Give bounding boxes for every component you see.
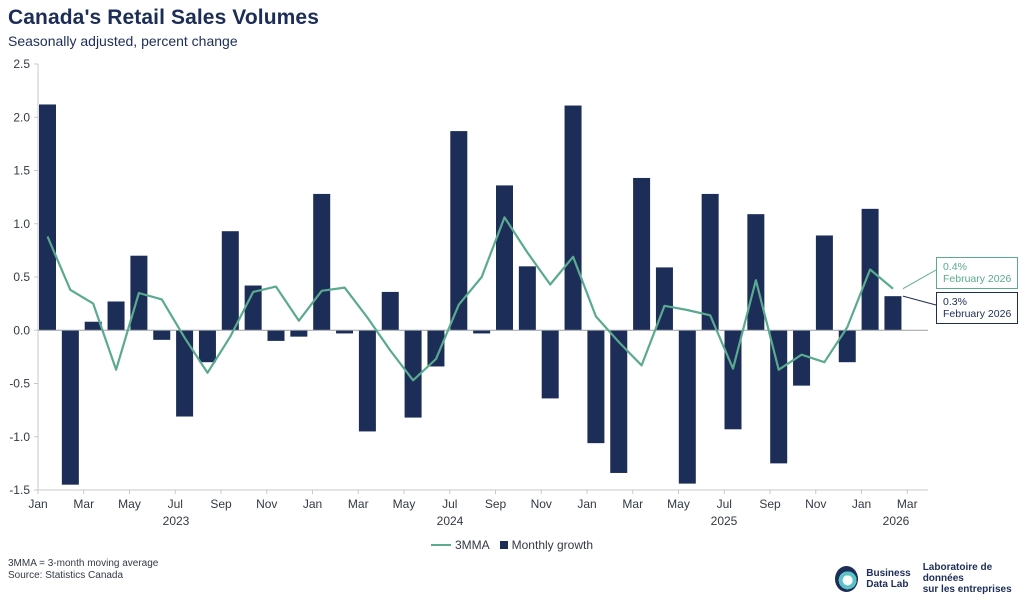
bar bbox=[747, 214, 765, 331]
bar bbox=[176, 330, 194, 417]
chart-legend: 3MMA Monthly growth bbox=[0, 538, 1024, 552]
x-tick-label: Mar bbox=[348, 497, 369, 511]
bar bbox=[564, 105, 582, 331]
x-year-label: 2024 bbox=[437, 514, 464, 528]
bar bbox=[838, 330, 856, 363]
x-tick-label: Nov bbox=[805, 497, 826, 511]
bar bbox=[153, 330, 171, 340]
bar bbox=[496, 185, 513, 331]
callout-3mma-period: February 2026 bbox=[943, 273, 1012, 285]
logo-fr-line1: Laboratoire de données bbox=[922, 562, 993, 584]
x-tick-label: Jul bbox=[717, 497, 732, 511]
y-tick-label: -1.5 bbox=[9, 483, 30, 497]
x-tick-label: Jan bbox=[577, 497, 596, 511]
legend-item-monthly-growth: Monthly growth bbox=[499, 538, 594, 552]
callout-3mma: 0.4% February 2026 bbox=[936, 257, 1019, 289]
bar bbox=[290, 330, 308, 337]
logo-text-fr: Laboratoire de données sur les entrepris… bbox=[923, 562, 1024, 595]
bar bbox=[61, 330, 79, 485]
legend-label-3mma: 3MMA bbox=[454, 538, 490, 552]
bar bbox=[358, 330, 376, 432]
chart-subtitle: Seasonally adjusted, percent change bbox=[8, 33, 238, 49]
bar bbox=[381, 291, 399, 331]
y-tick-label: 1.0 bbox=[13, 217, 30, 231]
bar bbox=[541, 330, 559, 399]
x-tick-label: Mar bbox=[897, 497, 918, 511]
bar bbox=[884, 296, 902, 331]
bar bbox=[313, 193, 331, 331]
logo-en-line1: Business bbox=[866, 567, 911, 579]
bar bbox=[244, 285, 262, 331]
callout-3mma-value: 0.4% bbox=[943, 261, 967, 273]
x-year-label: 2026 bbox=[883, 514, 910, 528]
bar bbox=[404, 330, 422, 418]
x-year-label: 2023 bbox=[163, 514, 190, 528]
logo-en-line2: Data Lab bbox=[866, 578, 909, 590]
callout-connector-3mma bbox=[902, 269, 937, 290]
x-tick-label: Jan bbox=[303, 497, 322, 511]
legend-label-monthly-growth: Monthly growth bbox=[511, 538, 594, 552]
x-tick-label: May bbox=[118, 497, 141, 511]
x-tick-label: Jan bbox=[852, 497, 871, 511]
callout-connector-bar bbox=[902, 295, 937, 306]
y-tick-label: 2.0 bbox=[13, 110, 30, 124]
logo-text-en: Business Data Lab bbox=[866, 568, 910, 590]
bar bbox=[610, 330, 628, 473]
callout-monthly-growth-period: February 2026 bbox=[943, 308, 1012, 320]
bar bbox=[107, 301, 125, 331]
x-tick-label: Nov bbox=[531, 497, 552, 511]
legend-bar-swatch bbox=[499, 541, 508, 549]
x-tick-label: Jan bbox=[28, 497, 47, 511]
x-tick-label: May bbox=[667, 497, 690, 511]
chart-title: Canada's Retail Sales Volumes bbox=[8, 6, 319, 29]
logo-ring-icon bbox=[835, 565, 859, 592]
callout-monthly-growth: 0.3% February 2026 bbox=[936, 292, 1019, 324]
logo-fr-line2: sur les entreprises bbox=[922, 584, 1012, 595]
x-tick-label: Jul bbox=[168, 497, 183, 511]
y-tick-label: -0.5 bbox=[9, 377, 30, 391]
x-tick-label: Sep bbox=[485, 497, 507, 511]
bar bbox=[770, 330, 788, 464]
bar bbox=[198, 330, 216, 363]
bar bbox=[793, 330, 811, 386]
x-tick-label: Jul bbox=[442, 497, 457, 511]
legend-item-3mma: 3MMA bbox=[430, 538, 490, 552]
x-tick-label: Nov bbox=[256, 497, 277, 511]
footer-notes: 3MMA = 3-month moving average Source: St… bbox=[8, 558, 158, 582]
bar bbox=[39, 104, 56, 331]
bar bbox=[587, 330, 605, 444]
legend-line-swatch bbox=[430, 544, 451, 546]
footer-note: 3MMA = 3-month moving average bbox=[8, 558, 159, 569]
bar bbox=[701, 193, 719, 331]
bar bbox=[518, 266, 536, 331]
series-line-3mma bbox=[46, 216, 894, 382]
x-year-label: 2025 bbox=[711, 514, 738, 528]
x-tick-label: May bbox=[393, 497, 416, 511]
business-data-lab-logo: Business Data Lab Laboratoire de données… bbox=[835, 562, 1024, 595]
bar bbox=[84, 321, 102, 331]
y-tick-label: -1.0 bbox=[9, 430, 30, 444]
x-tick-label: Sep bbox=[759, 497, 781, 511]
bar bbox=[267, 330, 285, 341]
y-tick-label: 1.5 bbox=[13, 164, 30, 178]
bar bbox=[473, 330, 491, 334]
y-tick-label: 0.0 bbox=[13, 323, 30, 337]
callout-monthly-growth-value: 0.3% bbox=[943, 296, 967, 308]
bar bbox=[450, 131, 468, 331]
bar bbox=[427, 330, 445, 367]
footer-source: Source: Statistics Canada bbox=[8, 570, 124, 581]
x-tick-label: Sep bbox=[210, 497, 232, 511]
bar bbox=[336, 330, 354, 334]
bar bbox=[221, 231, 239, 331]
bar bbox=[633, 177, 651, 331]
y-tick-label: 2.5 bbox=[13, 57, 30, 71]
bar bbox=[815, 235, 833, 331]
bar bbox=[678, 330, 696, 484]
x-tick-label: Mar bbox=[73, 497, 94, 511]
y-tick-label: 0.5 bbox=[13, 270, 30, 284]
x-tick-label: Mar bbox=[622, 497, 643, 511]
